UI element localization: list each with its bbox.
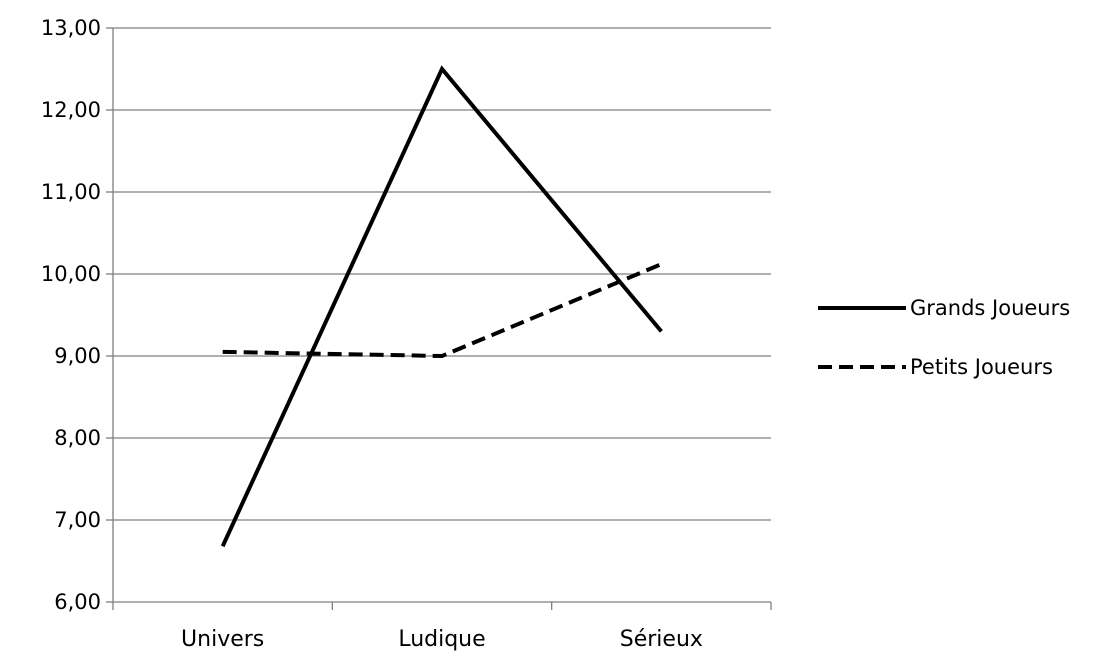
y-tick-label: 10,00 [41, 262, 101, 286]
y-tick-label: 9,00 [54, 344, 101, 368]
legend: Grands Joueurs Petits Joueurs [818, 296, 1070, 379]
x-category-label: Sérieux [620, 627, 703, 652]
series-line-1 [222, 262, 663, 359]
gridlines [113, 27, 771, 521]
x-category-label: Univers [181, 627, 264, 652]
y-tick-label: 7,00 [54, 508, 101, 532]
y-axis-ticks: 6,00 7,00 8,00 9,00 10,00 11,00 12,00 13,00 [41, 16, 113, 614]
x-category-label: Ludique [398, 627, 485, 652]
y-tick-label: 6,00 [54, 590, 101, 614]
legend-label: Petits Joueurs [910, 355, 1053, 379]
axes [112, 28, 771, 603]
y-tick-label: 11,00 [41, 180, 101, 204]
series-line-0 [220, 65, 663, 548]
legend-label: Grands Joueurs [910, 296, 1070, 320]
y-tick-label: 8,00 [54, 426, 101, 450]
y-tick-label: 13,00 [41, 16, 101, 40]
x-axis-categories: Univers Ludique Sérieux [112, 602, 772, 652]
y-tick-label: 12,00 [41, 98, 101, 122]
series-lines [220, 65, 663, 548]
